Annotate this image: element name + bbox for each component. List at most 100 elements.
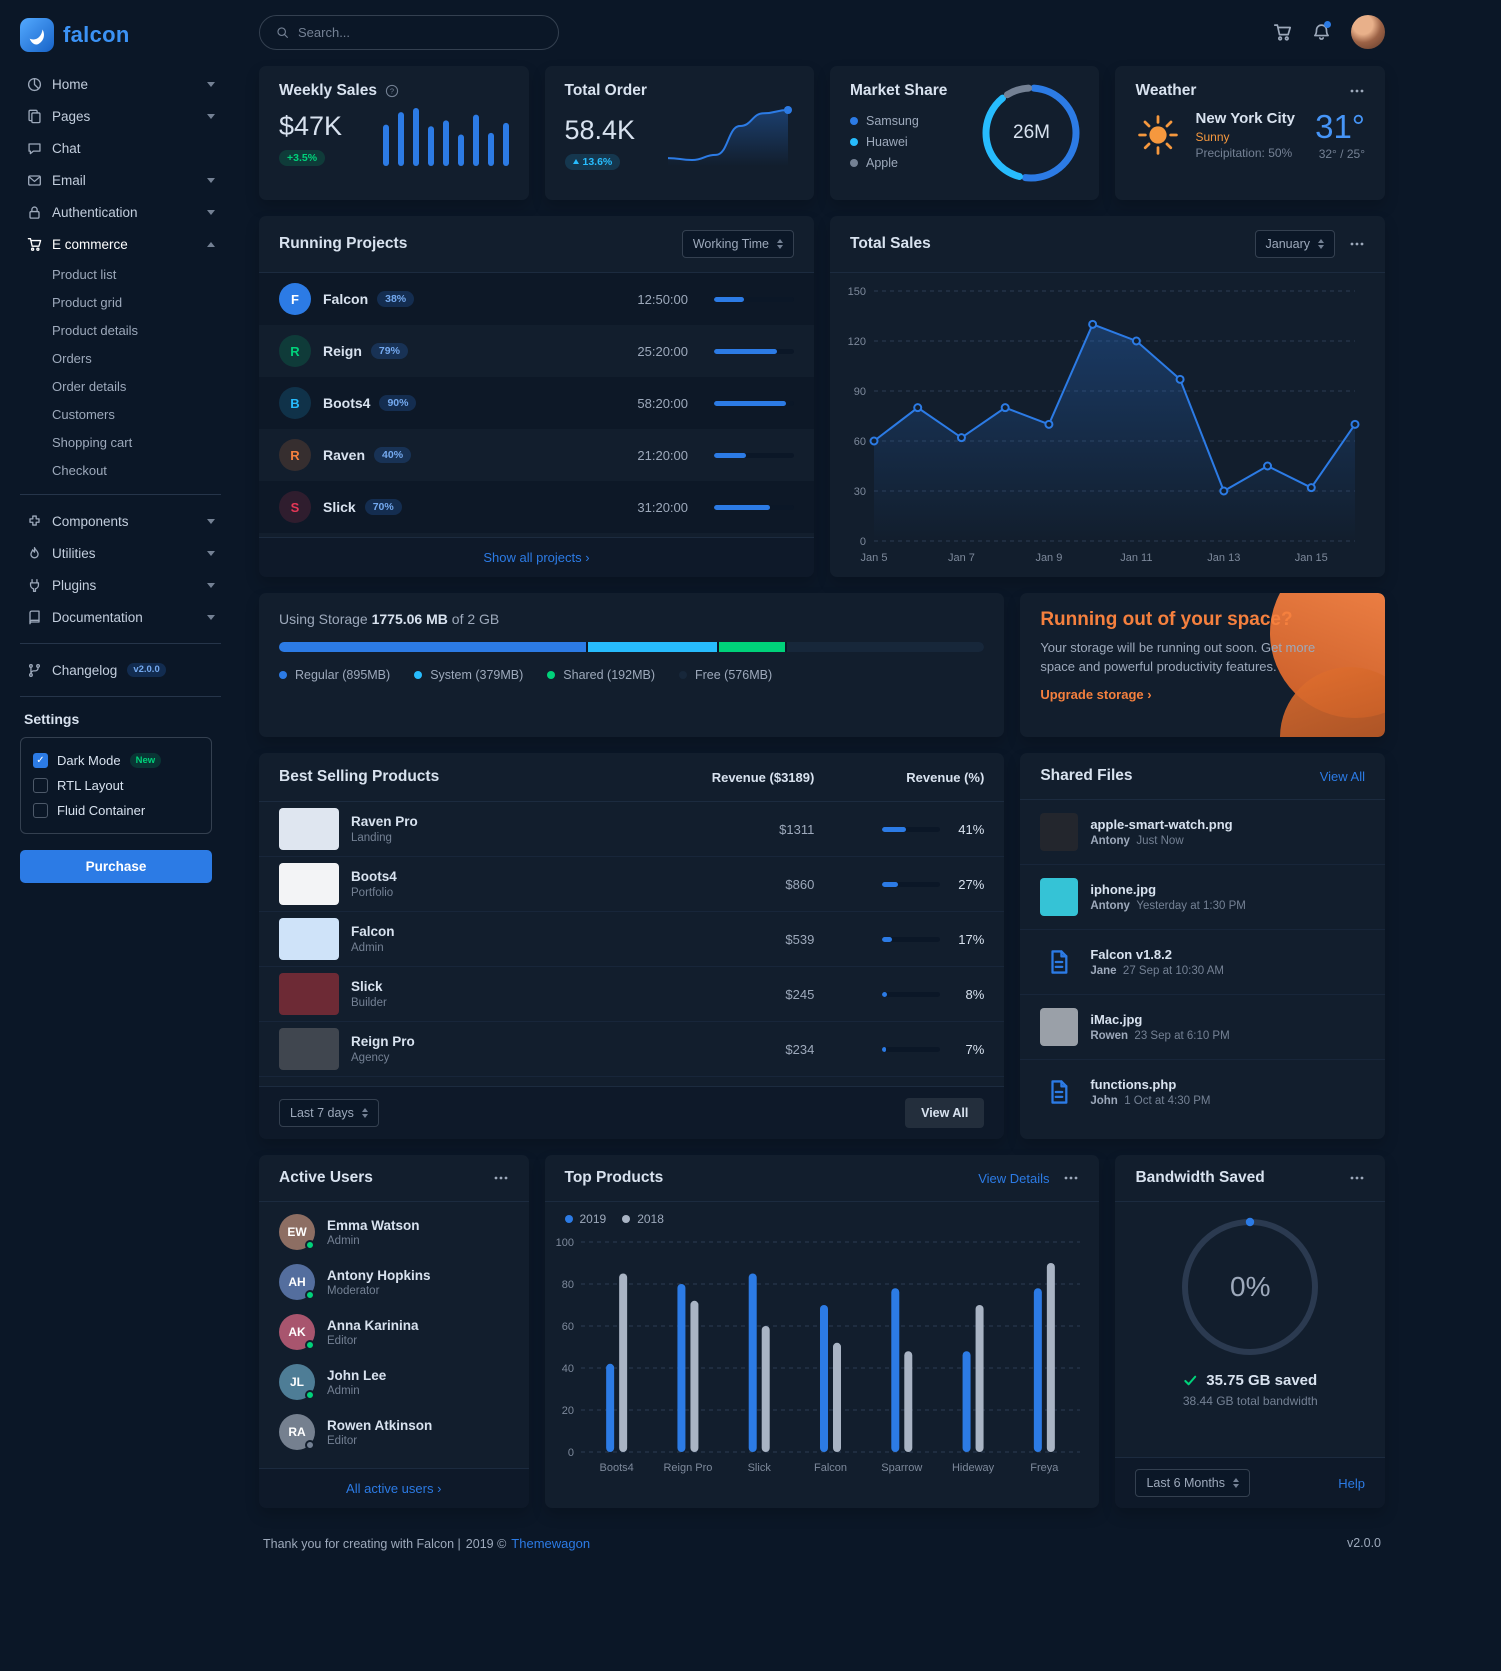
more-icon[interactable] <box>493 1170 509 1186</box>
sidebar-item-components[interactable]: Components <box>20 505 221 537</box>
file-name[interactable]: iMac.jpg <box>1090 1012 1143 1027</box>
project-name[interactable]: Boots4 <box>323 395 371 411</box>
sidebar-item-pages[interactable]: Pages <box>20 100 221 132</box>
help-link[interactable]: Help <box>1338 1475 1365 1491</box>
select-value: Working Time <box>692 237 769 251</box>
themewagon-link[interactable]: Themewagon <box>511 1536 591 1551</box>
more-icon[interactable] <box>1063 1170 1079 1186</box>
setting-fluid-container[interactable]: Fluid Container <box>33 798 199 823</box>
product-thumbnail[interactable] <box>279 808 339 850</box>
file-name[interactable]: functions.php <box>1090 1077 1177 1092</box>
avatar[interactable]: EW <box>279 1214 315 1250</box>
product-thumbnail[interactable] <box>279 973 339 1015</box>
divider <box>20 494 221 495</box>
sidebar-item-documentation[interactable]: Documentation <box>20 601 221 633</box>
sidebar-item-customers[interactable]: Customers <box>52 406 115 422</box>
file-name[interactable]: iphone.jpg <box>1090 882 1157 897</box>
product-name[interactable]: Boots4 <box>351 869 397 884</box>
file-meta: John 1 Oct at 4:30 PM <box>1090 1095 1211 1107</box>
project-avatar: B <box>279 387 311 419</box>
sidebar-item-label: Home <box>52 76 89 92</box>
avatar[interactable]: JL <box>279 1364 315 1400</box>
file-name[interactable]: apple-smart-watch.png <box>1090 817 1233 832</box>
setting-dark-mode[interactable]: ✓ Dark Mode New <box>33 748 199 773</box>
period-select[interactable]: Last 6 Months <box>1135 1469 1250 1497</box>
weather-temp: 31° <box>1315 108 1365 145</box>
project-name[interactable]: Reign <box>323 343 362 359</box>
sidebar-item-product-grid[interactable]: Product grid <box>52 294 123 310</box>
view-details-link[interactable]: View Details <box>978 1170 1050 1186</box>
user-name[interactable]: Anna Karinina <box>327 1317 419 1333</box>
legend-dot <box>279 671 287 679</box>
sidebar-item-product-list[interactable]: Product list <box>52 266 117 282</box>
product-thumbnail[interactable] <box>279 863 339 905</box>
more-icon[interactable] <box>1349 83 1365 99</box>
all-active-users-link[interactable]: All active users › <box>259 1468 529 1508</box>
sidebar-item-product-details[interactable]: Product details <box>52 322 138 338</box>
legend-item-huawei: Huawei <box>850 131 1079 152</box>
sidebar-item-authentication[interactable]: Authentication <box>20 196 221 228</box>
product-name[interactable]: Raven Pro <box>351 814 418 829</box>
view-all-link[interactable]: View All <box>1319 768 1365 784</box>
user-name[interactable]: Emma Watson <box>327 1217 420 1233</box>
checkbox-icon[interactable] <box>33 803 48 818</box>
search-box[interactable] <box>259 14 559 50</box>
sidebar-item-label: Components <box>52 513 129 529</box>
month-select[interactable]: January <box>1254 230 1335 258</box>
files-list: apple-smart-watch.png Antony Just Now ipho… <box>1020 800 1385 1124</box>
file-name[interactable]: Falcon v1.8.2 <box>1090 947 1172 962</box>
avatar[interactable]: RA <box>279 1414 315 1450</box>
project-name[interactable]: Raven <box>323 447 366 463</box>
legend-dot <box>850 116 858 125</box>
chevron-down-icon <box>207 582 215 588</box>
legend-item-2018[interactable]: 2018 <box>622 1212 664 1226</box>
sidebar-item-e-commerce[interactable]: E commerce <box>20 228 221 260</box>
view-all-button[interactable]: View All <box>905 1098 985 1128</box>
product-thumbnail[interactable] <box>279 918 339 960</box>
sidebar-item-home[interactable]: Home <box>20 68 221 100</box>
select-caret-icon <box>361 1108 368 1118</box>
project-name[interactable]: Slick <box>323 499 356 515</box>
sidebar-item-checkout[interactable]: Checkout <box>52 462 107 478</box>
show-all-projects-link[interactable]: Show all projects › <box>259 537 814 577</box>
avatar[interactable]: AH <box>279 1264 315 1300</box>
footer-thanks: Thank you for creating with Falcon | <box>263 1536 461 1551</box>
avatar[interactable] <box>1351 15 1385 49</box>
user-name[interactable]: Rowen Atkinson <box>327 1417 433 1433</box>
cart-icon <box>26 236 42 252</box>
bell-icon[interactable] <box>1312 20 1331 42</box>
working-time-select[interactable]: Working Time <box>681 230 794 258</box>
settings-panel: ✓ Dark Mode New RTL Layout Fluid Container <box>20 737 212 834</box>
avatar[interactable]: AK <box>279 1314 315 1350</box>
cart-icon[interactable] <box>1273 23 1292 42</box>
sidebar-item-plugins[interactable]: Plugins <box>20 569 221 601</box>
checkbox-icon[interactable] <box>33 778 48 793</box>
project-name[interactable]: Falcon <box>323 291 369 307</box>
user-name[interactable]: Antony Hopkins <box>327 1267 431 1283</box>
sidebar-item-email[interactable]: Email <box>20 164 221 196</box>
product-name[interactable]: Slick <box>351 979 383 994</box>
upgrade-storage-link[interactable]: Upgrade storage › <box>1040 686 1152 702</box>
product-name[interactable]: Falcon <box>351 924 395 939</box>
purchase-button[interactable]: Purchase <box>20 850 212 883</box>
more-icon[interactable] <box>1349 1170 1365 1186</box>
search-input[interactable] <box>298 24 542 40</box>
more-icon[interactable] <box>1349 236 1365 252</box>
product-name[interactable]: Reign Pro <box>351 1034 415 1049</box>
brand-name: falcon <box>63 22 130 47</box>
chevron-down-icon <box>207 241 215 247</box>
date-range-select[interactable]: Last 7 days <box>279 1099 379 1127</box>
sidebar-item-utilities[interactable]: Utilities <box>20 537 221 569</box>
sidebar-item-changelog[interactable]: Changelog v2.0.0 <box>20 654 221 686</box>
sidebar-item-chat[interactable]: Chat <box>20 132 221 164</box>
product-thumbnail[interactable] <box>279 1028 339 1070</box>
brand-logo[interactable]: falcon <box>20 14 221 68</box>
setting-rtl-layout[interactable]: RTL Layout <box>33 773 199 798</box>
sidebar-item-orders[interactable]: Orders <box>52 350 92 366</box>
sidebar-item-order-details[interactable]: Order details <box>52 378 127 394</box>
user-name[interactable]: John Lee <box>327 1367 387 1383</box>
sidebar-item-shopping-cart[interactable]: Shopping cart <box>52 434 133 450</box>
legend-item-2019[interactable]: 2019 <box>564 1212 606 1226</box>
question-icon[interactable]: ? <box>385 84 399 98</box>
checkbox-icon[interactable]: ✓ <box>33 753 48 768</box>
